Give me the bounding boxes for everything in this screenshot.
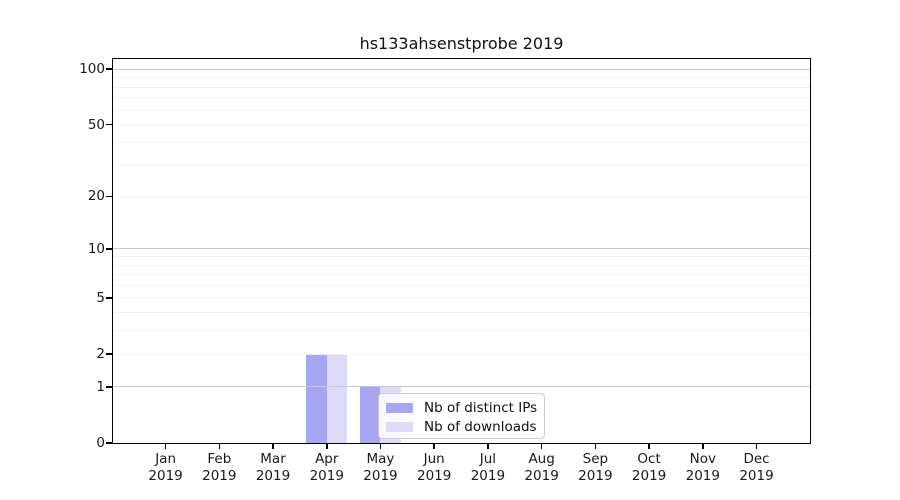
gridline-minor-7 <box>113 274 810 276</box>
x-tick-label-sep: Sep 2019 <box>578 451 613 484</box>
x-tick-label-may: May 2019 <box>363 451 398 484</box>
y-tick-1 <box>106 386 113 388</box>
gridline-minor-50 <box>113 124 810 126</box>
x-tick-label-mar: Mar 2019 <box>255 451 291 484</box>
x-tick-apr <box>326 443 328 449</box>
gridline-major-10 <box>113 248 810 250</box>
gridline-minor-40 <box>113 141 810 143</box>
x-tick-dec <box>755 443 758 449</box>
x-tick-label-aug: Aug 2019 <box>524 451 559 484</box>
x-tick-label-jun: Jun 2019 <box>417 451 452 484</box>
x-tick-label-dec: Dec 2019 <box>739 451 774 484</box>
x-tick-label-oct: Oct 2019 <box>631 451 667 484</box>
gridline-minor-4 <box>113 312 810 314</box>
x-tick-label-jan: Jan 2019 <box>148 451 183 484</box>
gridline-minor-80 <box>113 86 810 88</box>
y-tick-label-5: 5 <box>96 289 105 306</box>
gridline-minor-8 <box>113 264 810 266</box>
x-tick-label-apr: Apr 2019 <box>309 451 344 484</box>
legend-label-downloads: Nb of downloads <box>424 418 537 435</box>
x-tick-label-feb: Feb 2019 <box>202 451 237 484</box>
gridline-minor-5 <box>113 297 810 299</box>
gridline-major-100 <box>113 68 810 70</box>
legend-swatch-distinct-ips <box>386 402 413 413</box>
x-tick-jun <box>433 443 435 449</box>
bar-may-nb-of-distinct-ips <box>359 386 381 443</box>
x-tick-label-jul: Jul 2019 <box>470 451 506 484</box>
x-tick-feb <box>218 443 221 449</box>
x-tick-label-nov: Nov 2019 <box>685 451 720 484</box>
y-tick-label-10: 10 <box>87 240 105 257</box>
x-tick-nov <box>702 443 704 449</box>
gridline-major-1 <box>113 386 810 388</box>
gridline-minor-90 <box>113 77 810 79</box>
legend-item-distinct-ips: Nb of distinct IPs <box>386 398 538 417</box>
x-tick-jan <box>164 443 167 449</box>
y-tick-label-2: 2 <box>96 346 105 362</box>
y-tick-2 <box>106 353 113 355</box>
legend-item-downloads: Nb of downloads <box>386 417 537 436</box>
legend: Nb of distinct IPs Nb of downloads <box>378 393 545 439</box>
y-tick-20 <box>106 195 113 198</box>
gridline-minor-9 <box>113 255 810 257</box>
gridline-minor-2 <box>113 353 810 355</box>
x-tick-may <box>379 443 382 449</box>
legend-swatch-downloads <box>386 421 413 432</box>
y-tick-0 <box>106 442 113 444</box>
legend-label-distinct-ips: Nb of distinct IPs <box>424 399 538 416</box>
gridline-minor-6 <box>113 284 810 286</box>
y-tick-label-0: 0 <box>96 435 105 451</box>
x-tick-jul <box>487 443 489 449</box>
gridline-minor-60 <box>113 109 810 111</box>
y-tick-10 <box>106 248 113 250</box>
y-tick-50 <box>106 123 113 126</box>
bar-apr-nb-of-downloads <box>326 354 348 443</box>
y-tick-label-50: 50 <box>87 116 105 133</box>
y-tick-label-20: 20 <box>87 188 105 205</box>
x-tick-mar <box>272 443 274 449</box>
gridline-minor-70 <box>113 97 810 99</box>
plot-area: 0 1 2 5 10 20 50 100 Jan 2019 Feb 2019 Mar 2019 Apr 201… <box>79 58 811 484</box>
x-tick-aug <box>540 443 543 449</box>
bar-apr-nb-of-distinct-ips <box>306 354 327 443</box>
gridline-minor-30 <box>113 164 810 166</box>
x-tick-sep <box>594 443 597 449</box>
chart-title: hs133ahsenstprobe 2019 <box>359 34 564 53</box>
y-tick-label-100: 100 <box>79 61 105 78</box>
y-tick-100 <box>106 68 113 70</box>
y-tick-5 <box>106 297 113 299</box>
gridline-minor-20 <box>113 195 810 197</box>
gridline-minor-3 <box>113 330 810 332</box>
y-tick-label-1: 1 <box>96 378 105 395</box>
x-tick-oct <box>648 443 650 449</box>
